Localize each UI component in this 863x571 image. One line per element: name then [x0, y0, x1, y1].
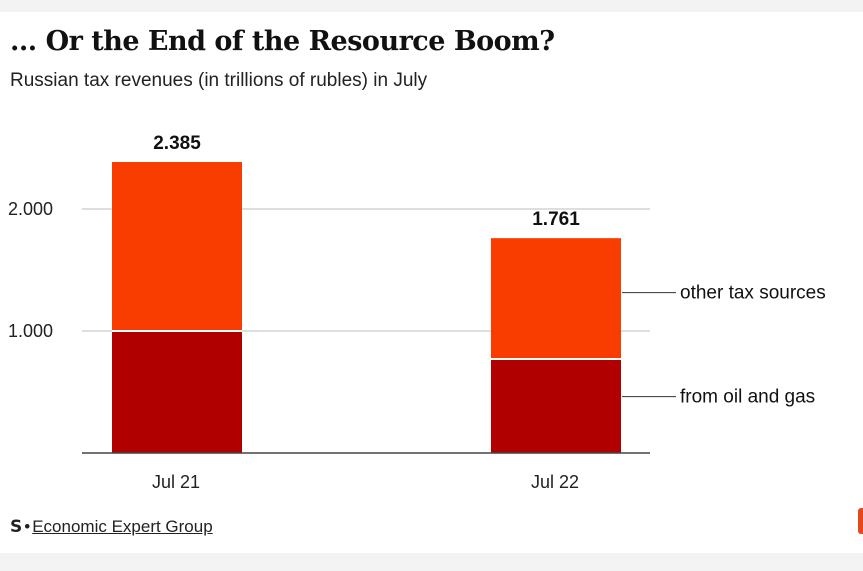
bar-chart: 1.000 2.000 2.385 Jul 21 1.761 Jul 22 from oil… — [8, 133, 826, 492]
bar-total-label: 1.761 — [532, 209, 580, 230]
bars — [112, 162, 621, 453]
bar-oil-gas-1 — [491, 359, 621, 453]
chart-card: ... Or the End of the Resource Boom? Rus… — [0, 12, 863, 553]
source-credit: S • Economic Expert Group — [10, 517, 213, 537]
y-tick-label: 2.000 — [8, 199, 53, 219]
source-separator: • — [24, 517, 31, 536]
bar-total-label: 2.385 — [153, 133, 201, 154]
bar-other-1 — [491, 238, 621, 360]
edge-tab-icon — [858, 508, 863, 534]
category-label: Jul 21 — [152, 472, 200, 492]
bar-oil-gas-0 — [112, 331, 242, 453]
category-label: Jul 22 — [531, 472, 579, 492]
source-logo-icon: S — [10, 517, 23, 537]
series-label-oil-gas: from oil and gas — [680, 387, 815, 408]
chart-labels: 1.000 2.000 2.385 Jul 21 1.761 Jul 22 from oil… — [8, 133, 826, 492]
y-tick-label: 1.000 — [8, 321, 53, 341]
chart-subtitle: Russian tax revenues (in trillions of ru… — [10, 70, 428, 91]
bar-other-0 — [112, 162, 242, 331]
source-link[interactable]: Economic Expert Group — [32, 517, 213, 536]
chart-title: ... Or the End of the Resource Boom? — [10, 26, 555, 57]
series-label-other: other tax sources — [680, 283, 826, 304]
